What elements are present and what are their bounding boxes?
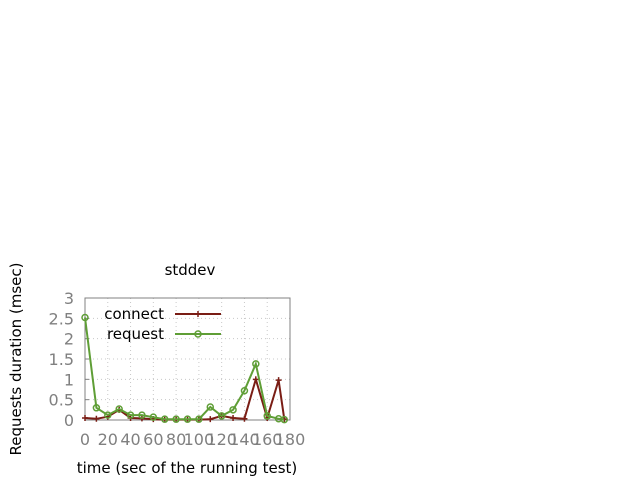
x-tick-label: 180 [275, 430, 306, 449]
point-request [252, 360, 260, 368]
point-request [172, 415, 180, 423]
point-request [240, 386, 249, 395]
chart-title: stddev [165, 261, 216, 279]
series-line-connect [84, 375, 286, 422]
x-tick-label: 160 [252, 430, 283, 449]
legend-label-connect: connect [104, 305, 164, 323]
y-tick-label: 0 [64, 411, 74, 430]
legend-marker-request [194, 330, 202, 338]
point-request [104, 411, 112, 419]
series-line-request [84, 317, 285, 421]
y-tick-label: 1 [64, 370, 74, 389]
point-request [206, 403, 215, 411]
y-tick-label: 2.5 [49, 309, 74, 328]
point-connect [230, 414, 237, 421]
point-request [183, 415, 192, 423]
y-tick-label: 3 [64, 289, 74, 308]
point-request [138, 411, 146, 419]
y-tick-label: 1.5 [49, 350, 74, 369]
legend: connect request [104, 305, 221, 343]
x-tick-label: 60 [143, 430, 163, 449]
x-axis-label: time (sec of the running test) [77, 459, 298, 477]
x-tick-label: 140 [229, 430, 260, 449]
point-request [217, 412, 226, 420]
point-request [263, 412, 271, 420]
point-request [92, 404, 101, 412]
x-tick-label: 100 [184, 430, 215, 449]
series-layer [81, 313, 289, 424]
point-connect [93, 415, 100, 422]
point-connect [241, 415, 248, 422]
x-tick-label: 0 [80, 430, 90, 449]
point-request [126, 411, 135, 419]
legend-marker-connect [195, 311, 201, 317]
x-tick-label: 40 [120, 430, 140, 449]
point-connect [82, 414, 88, 421]
y-axis-ticks: 00.5 11.52 2.53 [49, 289, 89, 430]
point-connect [275, 377, 282, 384]
point-connect [252, 376, 259, 383]
point-request [149, 413, 158, 421]
point-request [280, 415, 289, 424]
y-tick-label: 2 [64, 330, 74, 349]
x-tick-label: 80 [166, 430, 186, 449]
y-axis-label: Requests duration (msec) [7, 262, 25, 455]
point-request [115, 405, 123, 413]
point-request [81, 313, 89, 322]
legend-label-request: request [107, 325, 164, 343]
x-tick-label: 20 [98, 430, 118, 449]
point-request [160, 415, 169, 423]
point-request [229, 406, 237, 414]
x-tick-label: 120 [206, 430, 237, 449]
y-tick-label: 0.5 [49, 391, 74, 410]
point-connect [207, 416, 214, 423]
point-request [195, 415, 203, 423]
